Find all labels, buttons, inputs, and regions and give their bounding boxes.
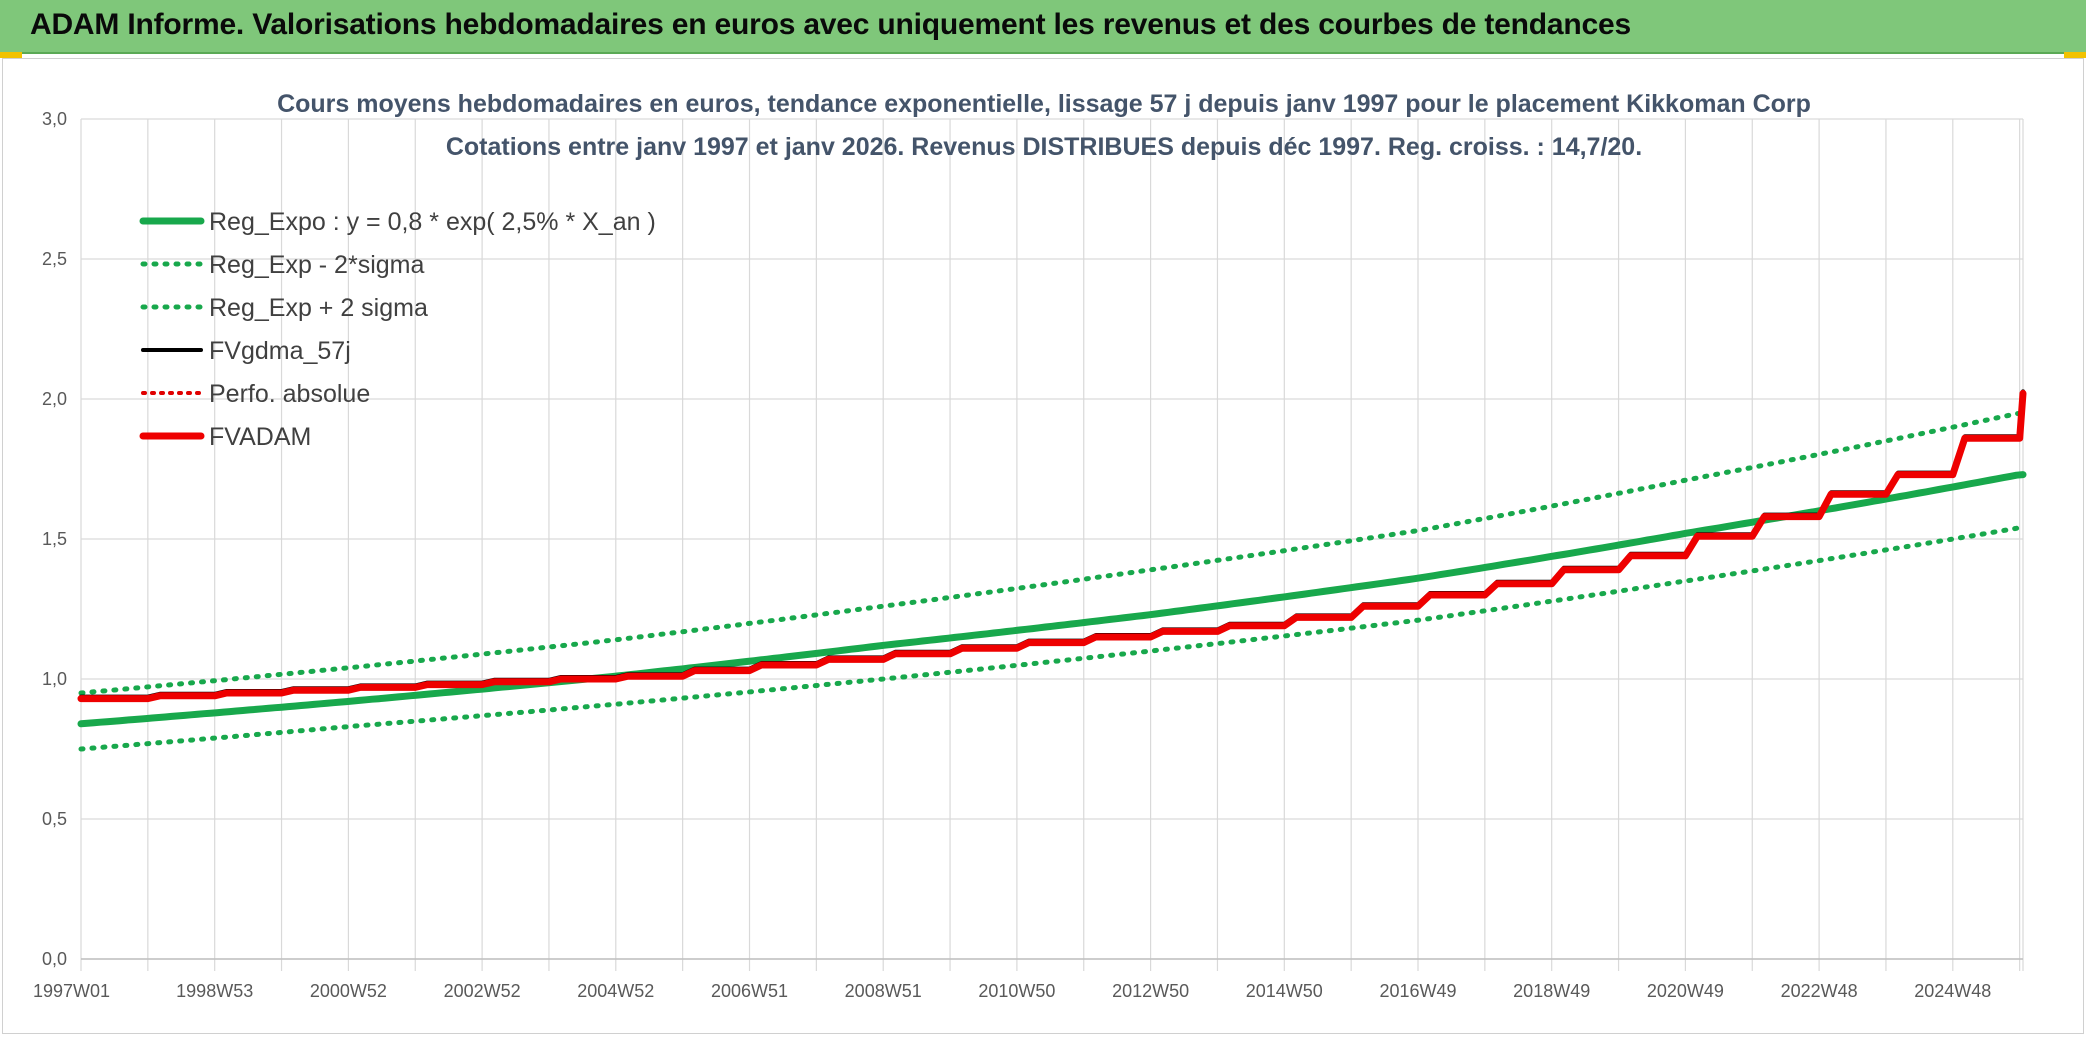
series-line-1 xyxy=(78,525,2026,752)
legend-label-0: Reg_Expo : y = 0,8 * exp( 2,5% * X_an ) xyxy=(209,208,656,236)
x-tick-label: 2010W50 xyxy=(978,981,1055,1001)
x-tick-label: 2014W50 xyxy=(1246,981,1323,1001)
chart-frame: 0,0 0,5 1,0 1,5 2,0 2,5 3,0 1997W01 1998W53 2000W… xyxy=(2,58,2084,1034)
legend: Reg_Expo : y = 0,8 * exp( 2,5% * X_an ) R… xyxy=(139,208,656,451)
grid-lines xyxy=(80,118,2024,971)
y-tick-label: 0,5 xyxy=(42,809,67,829)
y-tick-label: 2,5 xyxy=(42,249,67,269)
legend-label-2: Reg_Exp + 2 sigma xyxy=(209,294,428,322)
x-tick-label: 2000W52 xyxy=(310,981,387,1001)
x-tick-label: 2012W50 xyxy=(1112,981,1189,1001)
report-banner: ADAM Informe. Valorisations hebdomadaire… xyxy=(0,0,2086,54)
x-tick-label: 2002W52 xyxy=(444,981,521,1001)
series-line-0 xyxy=(77,471,2027,728)
x-tick-label: 1997W01 xyxy=(33,981,110,1001)
corner-mark-right xyxy=(2064,52,2086,58)
x-tick-label: 2020W49 xyxy=(1647,981,1724,1001)
y-tick-label: 3,0 xyxy=(42,109,67,129)
x-tick-label: 2008W51 xyxy=(845,981,922,1001)
y-tick-label: 1,5 xyxy=(42,529,67,549)
chart-subtitle: Cotations entre janv 1997 et janv 2026. … xyxy=(446,133,1642,161)
x-tick-label: 2024W48 xyxy=(1914,981,1991,1001)
series-line-2 xyxy=(78,410,2026,696)
axis-labels: 0,0 0,5 1,0 1,5 2,0 2,5 3,0 1997W01 1998W53 2000W… xyxy=(33,109,1991,1001)
report-title: ADAM Informe. Valorisations hebdomadaire… xyxy=(30,8,1631,41)
y-tick-label: 0,0 xyxy=(42,949,67,969)
legend-label-5: FVADAM xyxy=(209,423,311,451)
legend-label-4: Perfo. absolue xyxy=(209,380,370,408)
series-line-3 xyxy=(79,389,2025,699)
legend-label-3: FVgdma_57j xyxy=(209,337,351,365)
x-tick-label: 2018W49 xyxy=(1513,981,1590,1001)
x-tick-label: 2016W49 xyxy=(1379,981,1456,1001)
series-line-4 xyxy=(79,391,2025,701)
y-tick-label: 2,0 xyxy=(42,389,67,409)
x-tick-label: 2022W48 xyxy=(1781,981,1858,1001)
x-tick-label: 2006W51 xyxy=(711,981,788,1001)
chart-title: Cours moyens hebdomadaires en euros, ten… xyxy=(277,90,1811,118)
corner-mark-left xyxy=(0,52,22,58)
chart-svg: 0,0 0,5 1,0 1,5 2,0 2,5 3,0 1997W01 1998W53 2000W… xyxy=(33,90,2027,1001)
series-layer xyxy=(77,389,2027,752)
y-tick-label: 1,0 xyxy=(42,669,67,689)
x-tick-label: 2004W52 xyxy=(577,981,654,1001)
x-tick-label: 1998W53 xyxy=(176,981,253,1001)
legend-label-1: Reg_Exp - 2*sigma xyxy=(209,251,424,279)
series-line-5 xyxy=(77,389,2027,703)
